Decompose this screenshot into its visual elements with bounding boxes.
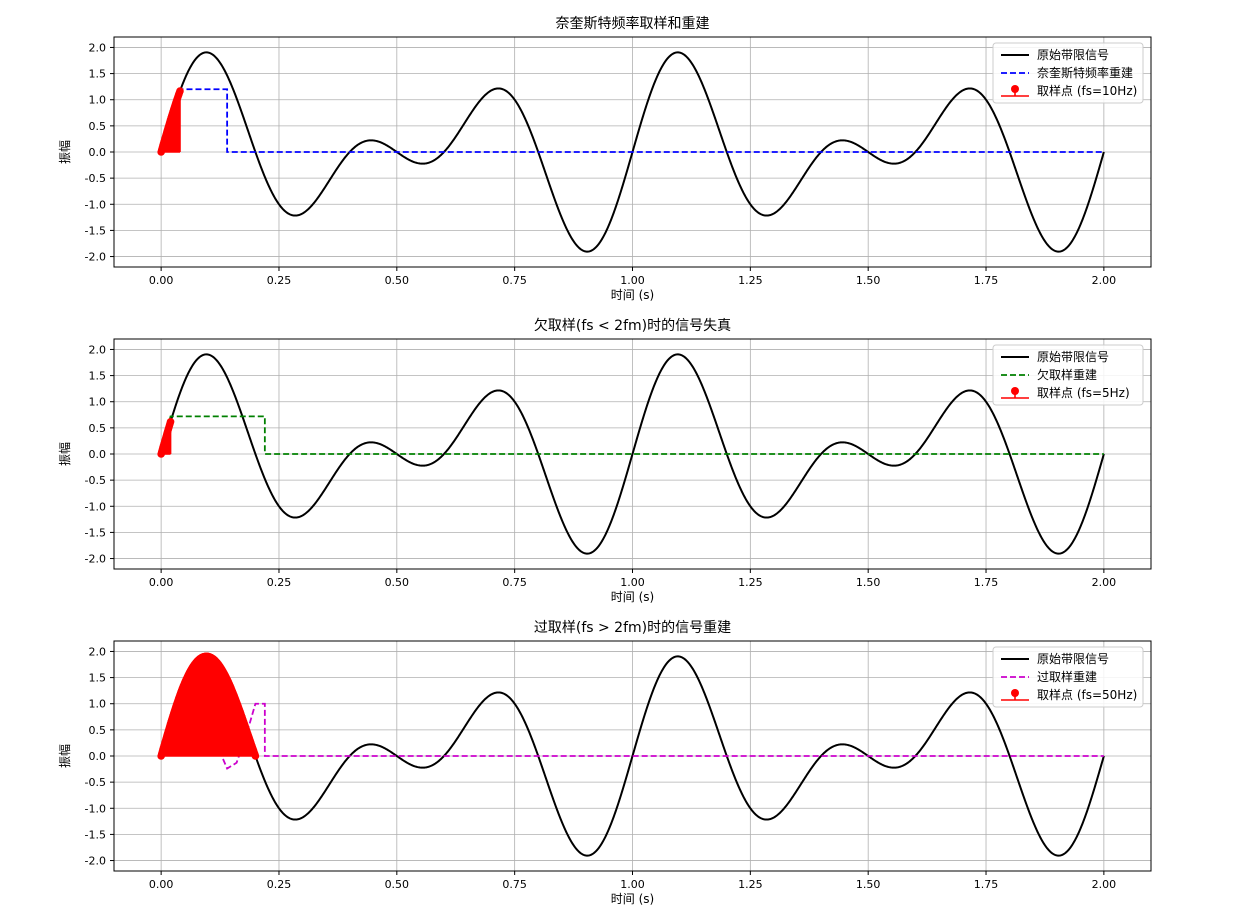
plot-area [157, 51, 1105, 253]
y-tick-label: 1.5 [89, 672, 107, 685]
x-tick-label: 0.50 [385, 878, 410, 891]
x-tick-label: 0.00 [149, 576, 174, 589]
chart-panel-1: 0.00 0.25 0.50 0.75 1.00 1.25 1.50 1.75 2.00 2.0 1… [57, 15, 1152, 302]
legend-label-reconstruction: 欠取样重建 [1037, 367, 1097, 382]
y-tick-label: 1.5 [89, 370, 107, 383]
y-tick-label: 0.5 [89, 724, 107, 737]
y-axis-label: 振幅 [57, 140, 72, 164]
y-tick-label: -1.0 [85, 500, 106, 513]
y-tick-label: -2.0 [85, 251, 106, 264]
legend-label-reconstruction: 奈奎斯特频率重建 [1037, 65, 1133, 80]
x-tick-label: 0.75 [502, 576, 527, 589]
legend-label-signal: 原始带限信号 [1037, 652, 1109, 666]
x-tick-label: 1.00 [620, 576, 645, 589]
y-tick-label: -1.5 [85, 828, 106, 841]
plot-area [157, 652, 1105, 857]
y-tick-label: 2.0 [89, 41, 107, 54]
x-tick-label: 0.00 [149, 878, 174, 891]
chart-panel-3: 0.00 0.25 0.50 0.75 1.00 1.25 1.50 1.75 2.00 2.0 1… [57, 620, 1152, 906]
x-tick-label: 0.50 [385, 576, 410, 589]
chart-title: 欠取样(fs < 2fm)时的信号失真 [534, 318, 731, 334]
x-tick-label: 1.50 [856, 878, 881, 891]
y-tick-label: -2.0 [85, 553, 106, 566]
y-tick-label: -0.5 [85, 172, 106, 185]
x-tick-label: 2.00 [1092, 576, 1117, 589]
x-tick-label: 1.75 [974, 576, 999, 589]
legend-swatch-marker [1011, 85, 1019, 93]
x-tick-label: 1.25 [738, 274, 763, 287]
chart-title: 奈奎斯特频率取样和重建 [556, 15, 710, 32]
x-tick-label: 1.50 [856, 576, 881, 589]
x-tick-label: 1.25 [738, 576, 763, 589]
y-tick-label: 1.0 [89, 94, 107, 107]
x-tick-label: 2.00 [1092, 878, 1117, 891]
original-signal-line [160, 655, 1105, 857]
x-axis-label: 时间 (s) [611, 590, 654, 604]
legend-label-samples: 取样点 (fs=5Hz) [1037, 385, 1130, 400]
sample-marker [166, 417, 175, 426]
x-tick-label: 0.25 [267, 274, 292, 287]
sample-points [157, 417, 175, 458]
x-axis-label: 时间 (s) [611, 892, 654, 906]
legend-label-signal: 原始带限信号 [1037, 48, 1109, 62]
y-axis-label: 振幅 [57, 442, 72, 466]
y-tick-label: 0.0 [89, 448, 107, 461]
y-tick-label: 2.0 [89, 343, 107, 356]
y-axis-label: 振幅 [57, 744, 72, 768]
chart-title: 过取样(fs > 2fm)时的信号重建 [534, 620, 731, 636]
legend-label-samples: 取样点 (fs=10Hz) [1037, 83, 1137, 98]
legend-box [992, 646, 1144, 708]
y-tick-label: -1.5 [85, 526, 106, 539]
x-tick-label: 0.25 [267, 576, 292, 589]
y-tick-label: -1.0 [85, 802, 106, 815]
x-tick-label: 0.00 [149, 274, 174, 287]
y-tick-label: 1.0 [89, 396, 107, 409]
y-tick-label: -1.5 [85, 224, 106, 237]
y-tick-label: -0.5 [85, 776, 106, 789]
legend-label-samples: 取样点 (fs=50Hz) [1037, 687, 1137, 702]
original-signal-line [160, 353, 1105, 555]
x-axis-label: 时间 (s) [611, 288, 654, 302]
plot-area [157, 353, 1105, 555]
sample-points [157, 87, 184, 156]
y-tick-label: 0.5 [89, 120, 107, 133]
legend-swatch-marker [1011, 689, 1019, 697]
x-tick-label: 1.75 [974, 878, 999, 891]
x-tick-label: 1.25 [738, 878, 763, 891]
y-tick-label: 0.0 [89, 750, 107, 763]
reconstruction-line [160, 415, 1104, 455]
legend-swatch-marker [1011, 387, 1019, 395]
x-tick-label: 1.00 [620, 878, 645, 891]
x-tick-label: 1.00 [620, 274, 645, 287]
x-tick-label: 1.75 [974, 274, 999, 287]
y-tick-label: 1.5 [89, 68, 107, 81]
y-tick-label: -2.0 [85, 855, 106, 868]
x-tick-label: 1.50 [856, 274, 881, 287]
y-tick-label: -0.5 [85, 474, 106, 487]
x-tick-label: 0.25 [267, 878, 292, 891]
legend-label-reconstruction: 过取样重建 [1037, 669, 1097, 684]
y-tick-label: 1.0 [89, 698, 107, 711]
x-tick-label: 0.50 [385, 274, 410, 287]
x-tick-label: 2.00 [1092, 274, 1117, 287]
chart-panel-2: 0.00 0.25 0.50 0.75 1.00 1.25 1.50 1.75 2.00 2.0 1… [57, 318, 1152, 604]
sample-marker [176, 87, 184, 95]
legend-label-signal: 原始带限信号 [1037, 350, 1109, 364]
y-tick-label: 0.5 [89, 422, 107, 435]
x-tick-label: 0.75 [502, 878, 527, 891]
y-tick-label: -1.0 [85, 198, 106, 211]
sample-points [157, 652, 260, 760]
legend-box [992, 344, 1144, 406]
y-tick-label: 0.0 [89, 146, 107, 159]
legend-box [992, 42, 1144, 104]
x-tick-label: 0.75 [502, 274, 527, 287]
y-tick-label: 2.0 [89, 645, 107, 658]
